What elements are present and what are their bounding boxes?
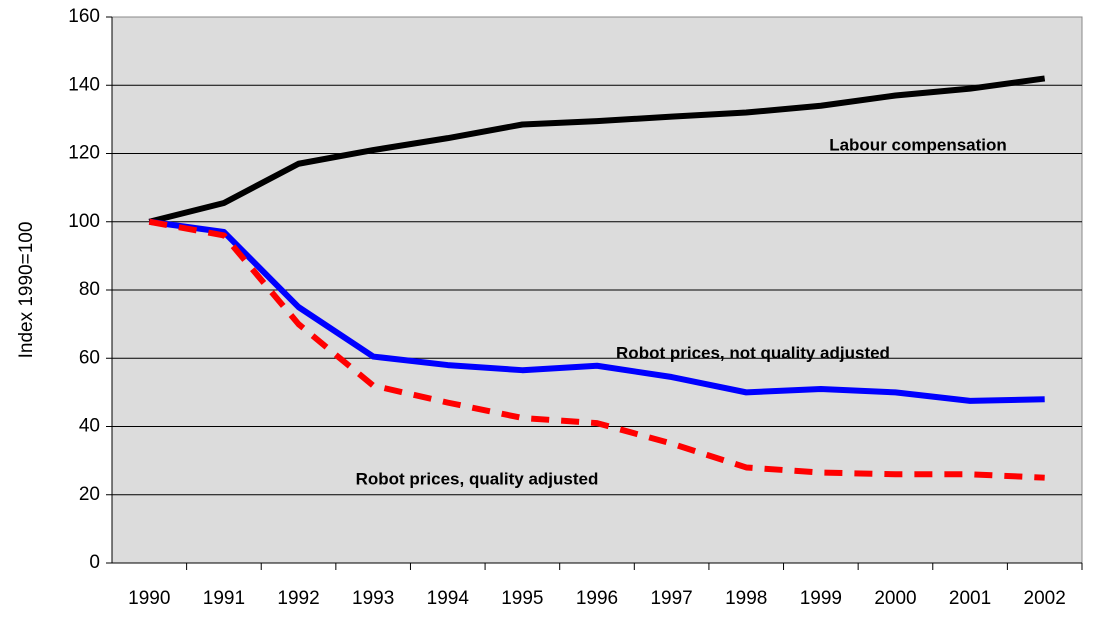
x-tick-label: 1997 xyxy=(650,588,692,609)
x-tick-label: 1992 xyxy=(277,588,319,609)
x-tick-label: 1995 xyxy=(501,588,543,609)
y-tick-label: 0 xyxy=(89,552,100,573)
y-tick-label: 20 xyxy=(79,484,100,505)
x-tick-label: 1996 xyxy=(576,588,618,609)
y-axis-label: Index 1990=100 xyxy=(16,222,37,359)
x-tick-label: 2002 xyxy=(1024,588,1066,609)
y-tick-label: 80 xyxy=(79,279,100,300)
y-tick-label: 120 xyxy=(68,143,100,164)
y-tick-label: 160 xyxy=(68,6,100,27)
x-tick-label: 2000 xyxy=(874,588,916,609)
x-tick-label: 1999 xyxy=(800,588,842,609)
series-line xyxy=(148,75,1046,225)
y-tick-label: 100 xyxy=(68,211,100,232)
x-tick-label: 1994 xyxy=(427,588,470,609)
x-tick-label: 1993 xyxy=(352,588,394,609)
x-tick-label: 2001 xyxy=(949,588,991,609)
series-line xyxy=(148,218,1045,481)
y-tick-label: 140 xyxy=(68,74,100,95)
x-tick-label: 1998 xyxy=(725,588,767,609)
series-label: Robot prices, quality adjusted xyxy=(356,469,599,488)
series-label: Labour compensation xyxy=(829,135,1007,154)
y-tick-label: 40 xyxy=(79,416,100,437)
x-tick-label: 1990 xyxy=(128,588,170,609)
x-tick-label: 1991 xyxy=(203,588,245,609)
series-line xyxy=(148,218,1045,404)
series-label: Robot prices, not quality adjusted xyxy=(616,343,890,362)
y-tick-label: 60 xyxy=(79,347,100,368)
